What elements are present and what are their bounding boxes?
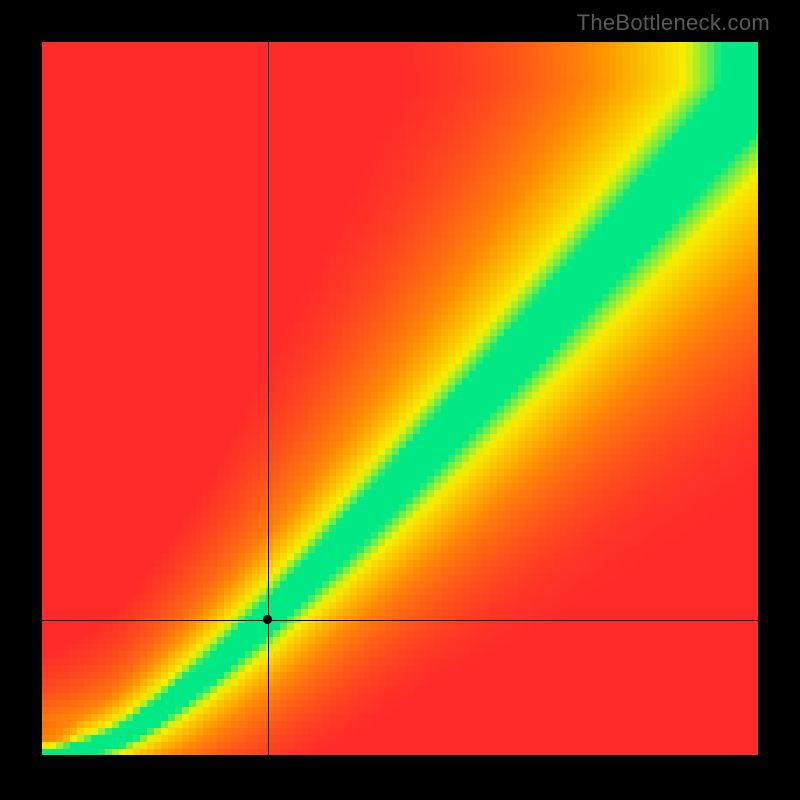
- heatmap-canvas: [0, 0, 800, 800]
- chart-wrapper: TheBottleneck.com: [0, 0, 800, 800]
- watermark-text: TheBottleneck.com: [577, 10, 770, 36]
